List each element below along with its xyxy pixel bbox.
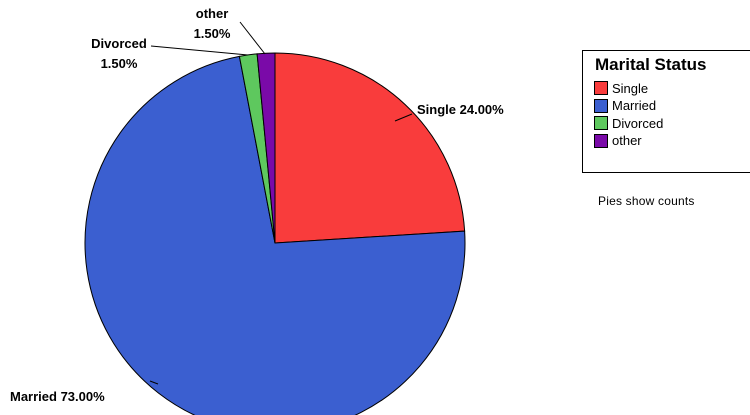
data-label-other-name: other: [196, 6, 229, 21]
legend-title: Marital Status: [595, 55, 707, 74]
leader-line-single: [394, 113, 413, 122]
data-label-single: Single 24.00%: [417, 102, 504, 117]
leader-line-other: [239, 21, 266, 55]
legend-label-divorced: Divorced: [612, 115, 664, 131]
legend-item-other: other: [594, 133, 642, 149]
data-label-divorced-value: 1.50%: [101, 56, 138, 71]
legend-label-single: Single: [612, 80, 649, 96]
data-label-divorced-name: Divorced: [91, 36, 147, 51]
pie-slice-single: [274, 52, 466, 244]
legend-item-divorced: Divorced: [594, 115, 663, 131]
legend-label-other: other: [612, 133, 642, 148]
chart-note: Pies show counts: [598, 194, 695, 208]
legend-label-married: Married: [612, 98, 657, 113]
legend-item-single: Single: [594, 80, 648, 96]
legend-swatch-divorced: [594, 116, 608, 130]
legend: Marital Status Single Married Divorced othe…: [582, 50, 750, 173]
data-label-married: Married 73.00%: [10, 389, 105, 404]
pie-slice-married: [84, 55, 466, 415]
pie-slice-other: [256, 52, 276, 244]
legend-swatch-married: [594, 98, 608, 113]
leader-line-married: [149, 380, 159, 385]
data-label-other-value: 1.50%: [194, 26, 231, 41]
legend-swatch-other: [594, 133, 608, 148]
legend-swatch-single: [594, 81, 608, 95]
legend-item-married: Married: [594, 98, 656, 114]
leader-line-divorced: [150, 45, 249, 56]
